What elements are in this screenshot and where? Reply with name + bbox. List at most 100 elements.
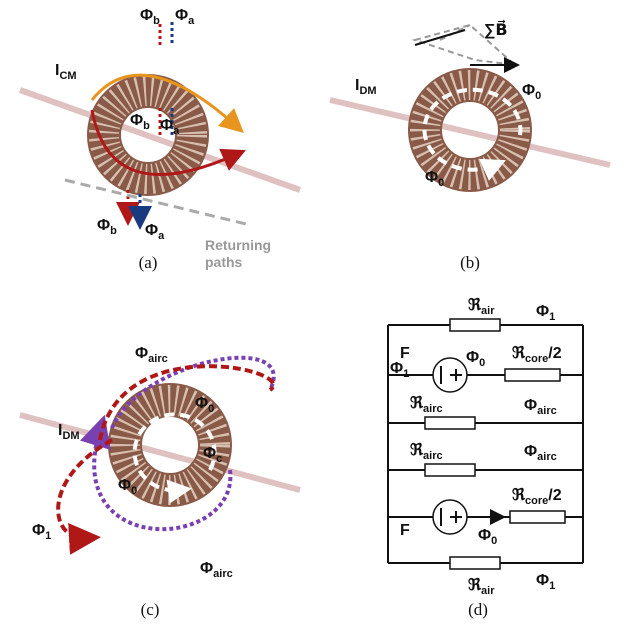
- label-sub: 0: [479, 357, 485, 369]
- label-main: ℜ: [512, 345, 526, 362]
- label-main: Φ: [145, 222, 158, 239]
- wire: [330, 100, 610, 165]
- label-main: Φ: [135, 345, 148, 362]
- label-main: Φ: [425, 169, 438, 186]
- label-sub: DM: [359, 85, 376, 97]
- label: Φ1: [390, 360, 409, 380]
- label-sub: b: [110, 225, 117, 237]
- label-main: Φ: [522, 82, 535, 99]
- label: Φ0: [478, 527, 497, 547]
- label-sub: 1: [45, 530, 51, 542]
- caption: (b): [460, 253, 480, 272]
- label-main: Φ: [536, 303, 549, 320]
- panel-b: [330, 25, 610, 175]
- label-main: Φ: [478, 527, 491, 544]
- label: ICM: [55, 62, 77, 82]
- label-sub: b: [143, 120, 150, 132]
- note: Returning: [205, 237, 271, 253]
- label: Φa: [145, 222, 165, 242]
- label-main: Φ: [160, 117, 173, 134]
- label: Φ0: [466, 349, 485, 369]
- label-main: Φ: [130, 112, 143, 129]
- label-sub: 1: [549, 311, 555, 323]
- label-sub: 1: [549, 580, 555, 592]
- label: F: [400, 345, 410, 362]
- label-main: Φ: [195, 395, 208, 412]
- label: Φairc: [135, 345, 168, 365]
- label-main: Φ: [200, 560, 213, 577]
- label-sub: airc: [537, 451, 557, 463]
- label-sub: air: [481, 305, 495, 317]
- label-sub: airc: [423, 450, 443, 462]
- label: ℜairc: [410, 442, 443, 462]
- label-main: Φ: [524, 443, 537, 460]
- label-sub: airc: [537, 405, 557, 417]
- label-sub: 0: [535, 90, 541, 102]
- label-sub: airc: [423, 403, 443, 415]
- label-sub: a: [188, 15, 195, 27]
- label-main: ℜ: [468, 297, 482, 314]
- caption: (c): [141, 600, 160, 619]
- figure: (a)ΦbΦaICMΦbΦaΦbΦaReturningpaths(b)∑B⃗ID…: [0, 0, 627, 631]
- label-tail: /2: [548, 345, 561, 362]
- label-sub: a: [158, 230, 165, 242]
- label-main: Φ: [524, 397, 537, 414]
- label: Φ0: [522, 82, 541, 102]
- resistor: [425, 464, 475, 476]
- label-tail: /2: [548, 487, 561, 504]
- label-sub: core: [525, 353, 548, 365]
- label: ℜair: [468, 577, 495, 597]
- label-main: Φ: [466, 349, 479, 366]
- label: Φa: [175, 7, 195, 27]
- label-sub: airc: [148, 353, 168, 365]
- label: IDM: [355, 77, 377, 97]
- label-sub: c: [216, 453, 222, 465]
- label-main: Φ: [140, 7, 153, 24]
- label-sub: a: [173, 125, 180, 137]
- label: ℜcore/2: [512, 345, 562, 365]
- label: Φairc: [200, 560, 233, 580]
- label: Φairc: [524, 397, 557, 417]
- resistor: [450, 557, 500, 569]
- label-sub: 0: [208, 403, 214, 415]
- resistor: [425, 417, 475, 429]
- resistor: [450, 319, 500, 331]
- label-main: Φ: [390, 360, 403, 377]
- panel-c: [20, 358, 300, 538]
- label-sub: DM: [62, 430, 79, 442]
- label-sub: core: [525, 495, 548, 507]
- label-sub: airc: [213, 568, 233, 580]
- label: Φairc: [524, 443, 557, 463]
- caption: (d): [468, 600, 488, 619]
- label: ∑B⃗: [484, 19, 508, 39]
- label: Φ1: [32, 522, 51, 542]
- label: Φb: [97, 217, 117, 237]
- label: ℜcore/2: [512, 487, 562, 507]
- resistor: [505, 369, 560, 381]
- label-main: Φ: [203, 445, 216, 462]
- note: paths: [205, 254, 243, 270]
- label: ℜair: [468, 297, 495, 317]
- label-sub: 1: [403, 368, 409, 380]
- label-main: ℜ: [410, 442, 424, 459]
- label: F: [400, 522, 410, 539]
- label: Φb: [140, 7, 160, 27]
- label-sub: CM: [59, 70, 76, 82]
- label-main: Φ: [536, 572, 549, 589]
- resistor: [510, 511, 565, 523]
- label-main: Φ: [175, 7, 188, 24]
- label-main: Φ: [118, 477, 131, 494]
- label: Φ1: [536, 572, 555, 592]
- label-sub: air: [481, 585, 495, 597]
- label-sub: 0: [131, 485, 137, 497]
- label-sub: 0: [438, 177, 444, 189]
- label: Φ1: [536, 303, 555, 323]
- label-main: Φ: [32, 522, 45, 539]
- label-main: Φ: [97, 217, 110, 234]
- label: ℜairc: [410, 395, 443, 415]
- label-sub: 0: [491, 535, 497, 547]
- caption: (a): [139, 253, 158, 272]
- label-main: ℜ: [468, 577, 482, 594]
- label-main: ℜ: [512, 487, 526, 504]
- label-sub: b: [153, 15, 160, 27]
